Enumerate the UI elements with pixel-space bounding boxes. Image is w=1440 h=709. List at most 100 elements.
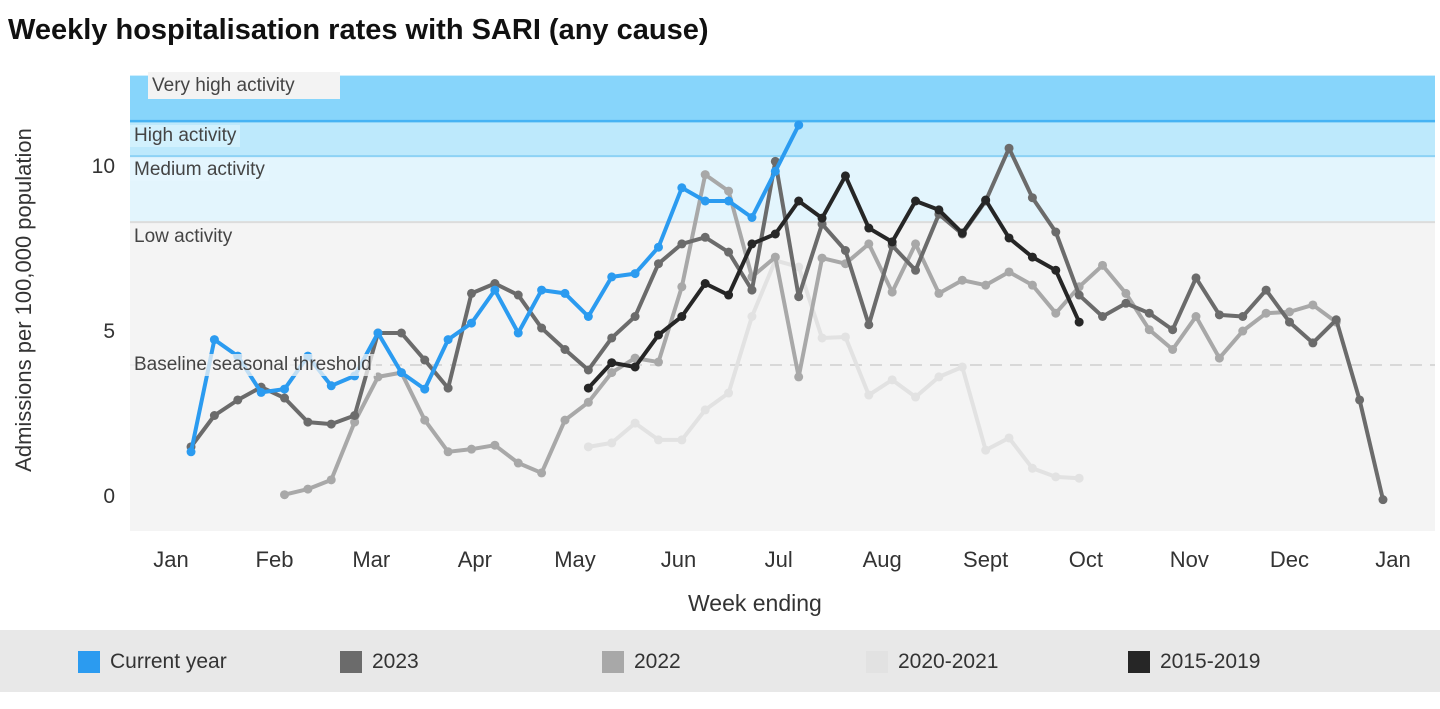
legend-swatch	[78, 651, 100, 673]
data-point	[443, 335, 453, 345]
data-point	[1004, 267, 1014, 277]
band-label-medium: Medium activity	[130, 159, 269, 181]
x-tick-label: Feb	[255, 547, 294, 572]
legend-item[interactable]: 2015-2019	[1128, 650, 1260, 674]
data-point	[1144, 308, 1154, 318]
series-line	[284, 172, 1338, 497]
data-point	[1355, 395, 1365, 405]
data-point	[817, 253, 827, 263]
data-point	[303, 484, 313, 494]
data-point	[957, 362, 967, 372]
data-point	[1027, 280, 1037, 290]
data-point	[607, 368, 617, 378]
data-point	[350, 417, 360, 427]
data-point	[1378, 495, 1388, 505]
data-point	[443, 447, 453, 457]
data-point	[583, 365, 593, 375]
data-point	[420, 384, 430, 394]
threshold-label: Baseline seasonal threshold	[130, 354, 376, 376]
data-point	[653, 435, 663, 445]
data-point	[794, 262, 804, 272]
band-label-low: Low activity	[130, 226, 237, 248]
x-axis-label: Week ending	[688, 590, 822, 616]
legend: Current year 2023 2022 2020-2021 2015-2019	[0, 630, 1440, 692]
data-point	[396, 328, 406, 338]
series-2015-2019	[583, 171, 1084, 393]
data-point	[630, 362, 640, 372]
legend-label: 2023	[372, 650, 419, 673]
y-tick-label: 10	[91, 155, 115, 178]
data-point	[537, 285, 547, 295]
legend-item[interactable]: 2023	[340, 650, 419, 674]
data-point	[1027, 463, 1037, 473]
data-point	[653, 357, 663, 367]
data-point	[1074, 290, 1084, 300]
data-point	[583, 383, 593, 393]
data-point	[817, 333, 827, 343]
data-point	[700, 405, 710, 415]
data-point	[1074, 317, 1084, 327]
data-point	[209, 335, 219, 345]
x-tick-label: Jan	[1375, 547, 1411, 572]
data-point	[466, 318, 476, 328]
data-point	[1214, 353, 1224, 363]
series-line	[586, 173, 1081, 390]
data-point	[373, 328, 383, 338]
data-point	[677, 183, 687, 193]
data-point	[490, 440, 500, 450]
data-point	[583, 312, 593, 321]
data-point	[700, 232, 710, 242]
legend-item[interactable]: Current year	[78, 650, 227, 674]
data-point	[326, 381, 336, 391]
data-point	[794, 372, 804, 382]
data-point	[981, 445, 991, 455]
data-point	[981, 280, 991, 290]
data-point	[1121, 288, 1131, 298]
band-label-very-high: Very high activity	[148, 72, 340, 99]
activity-band	[130, 121, 1435, 157]
data-point	[747, 285, 757, 295]
legend-label: 2020-2021	[898, 650, 999, 673]
y-axis-label: Admissions per 100,000 population	[11, 128, 36, 472]
data-point	[280, 384, 290, 394]
x-tick-label: Sept	[963, 547, 1009, 572]
data-point	[326, 419, 336, 429]
data-point	[490, 285, 500, 295]
legend-item[interactable]: 2022	[602, 650, 681, 674]
data-point	[1168, 345, 1178, 354]
y-tick-label: 0	[103, 485, 115, 508]
data-point	[630, 269, 640, 279]
data-point	[724, 290, 734, 300]
data-point	[303, 417, 313, 427]
data-point	[864, 239, 874, 249]
data-point	[653, 259, 663, 269]
data-point	[1308, 300, 1318, 310]
series-line	[189, 146, 1385, 501]
data-point	[1051, 472, 1061, 482]
data-point	[887, 237, 897, 247]
data-point	[770, 166, 780, 176]
series-current-year	[186, 120, 804, 457]
data-point	[794, 292, 804, 302]
activity-band	[130, 75, 1435, 122]
x-tick-label: Jan	[153, 547, 189, 572]
data-point	[1238, 312, 1248, 321]
band-label-high: High activity	[130, 125, 241, 147]
data-point	[747, 312, 757, 321]
data-point	[396, 368, 406, 378]
data-point	[770, 252, 780, 262]
data-point	[911, 265, 921, 275]
data-point	[864, 390, 874, 400]
y-tick-label: 5	[103, 320, 115, 343]
x-tick-label: Jun	[660, 547, 697, 572]
data-point	[1098, 312, 1108, 321]
data-point	[630, 353, 640, 363]
legend-item[interactable]: 2020-2021	[866, 650, 998, 674]
data-point	[724, 196, 734, 206]
data-point	[864, 320, 874, 330]
data-point	[1098, 260, 1108, 270]
data-point	[1074, 473, 1084, 483]
data-point	[560, 345, 570, 354]
data-point	[724, 247, 734, 257]
